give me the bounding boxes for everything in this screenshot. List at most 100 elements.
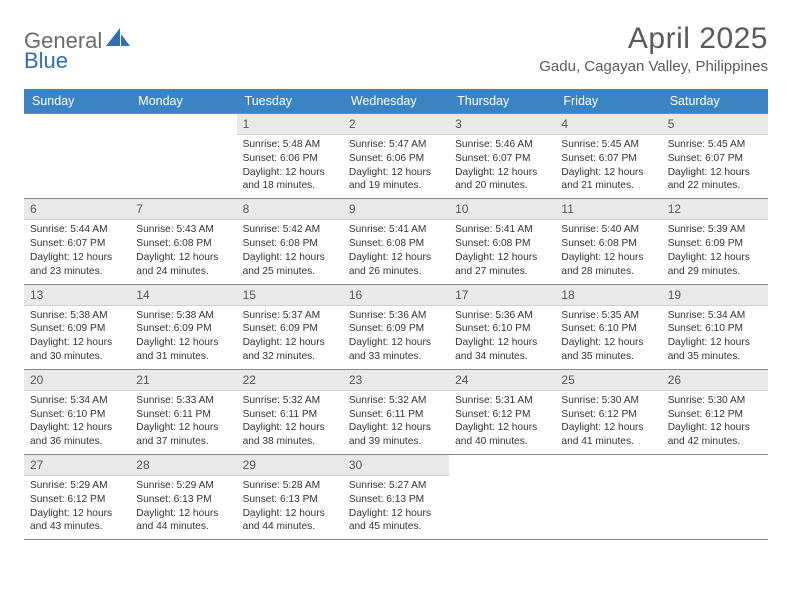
calendar-day: 17Sunrise: 5:36 AMSunset: 6:10 PMDayligh… [449,285,555,369]
sunrise-line: Sunrise: 5:35 AM [561,309,655,323]
sunset-line: Sunset: 6:12 PM [455,408,549,422]
sunrise-line: Sunrise: 5:46 AM [455,138,549,152]
day-number: 18 [555,285,661,306]
sunrise-line: Sunrise: 5:32 AM [243,394,337,408]
day-details: Sunrise: 5:32 AMSunset: 6:11 PMDaylight:… [343,391,449,454]
sunset-line: Sunset: 6:07 PM [455,152,549,166]
sunset-line: Sunset: 6:09 PM [349,322,443,336]
calendar: Sunday Monday Tuesday Wednesday Thursday… [24,89,768,540]
day-number: 12 [662,199,768,220]
calendar-day: 1 Sunrise: 5:48 AMSunset: 6:06 PMDaylight… [237,114,343,198]
daylight-line: Daylight: 12 hours and 18 minutes. [243,166,337,194]
brand-text-2: Blue [24,48,68,74]
daylight-line: Daylight: 12 hours and 44 minutes. [136,507,230,535]
sunset-line: Sunset: 6:10 PM [668,322,762,336]
daylight-line: Daylight: 12 hours and 20 minutes. [455,166,549,194]
calendar-day: 13Sunrise: 5:38 AMSunset: 6:09 PMDayligh… [24,285,130,369]
daylight-line: Daylight: 12 hours and 28 minutes. [561,251,655,279]
sunset-line: Sunset: 6:09 PM [30,322,124,336]
calendar-day: 14Sunrise: 5:38 AMSunset: 6:09 PMDayligh… [130,285,236,369]
sunrise-line: Sunrise: 5:48 AM [243,138,337,152]
day-details: Sunrise: 5:36 AMSunset: 6:09 PMDaylight:… [343,306,449,369]
calendar-day: 9Sunrise: 5:41 AMSunset: 6:08 PMDaylight… [343,199,449,283]
daylight-line: Daylight: 12 hours and 40 minutes. [455,421,549,449]
day-details: Sunrise: 5:38 AMSunset: 6:09 PMDaylight:… [130,306,236,369]
daylight-line: Daylight: 12 hours and 22 minutes. [668,166,762,194]
sunrise-line: Sunrise: 5:41 AM [455,223,549,237]
day-details: Sunrise: 5:34 AMSunset: 6:10 PMDaylight:… [662,306,768,369]
sunrise-line: Sunrise: 5:36 AM [349,309,443,323]
sunset-line: Sunset: 6:08 PM [136,237,230,251]
day-details: Sunrise: 5:36 AMSunset: 6:10 PMDaylight:… [449,306,555,369]
day-details: Sunrise: 5:28 AMSunset: 6:13 PMDaylight:… [237,476,343,539]
calendar-day: 8Sunrise: 5:42 AMSunset: 6:08 PMDaylight… [237,199,343,283]
sunset-line: Sunset: 6:07 PM [668,152,762,166]
day-number: 17 [449,285,555,306]
day-details: Sunrise: 5:34 AMSunset: 6:10 PMDaylight:… [24,391,130,454]
sunset-line: Sunset: 6:06 PM [243,152,337,166]
day-details: Sunrise: 5:33 AMSunset: 6:11 PMDaylight:… [130,391,236,454]
daylight-line: Daylight: 12 hours and 24 minutes. [136,251,230,279]
sunrise-line: Sunrise: 5:28 AM [243,479,337,493]
day-details: Sunrise: 5:29 AMSunset: 6:13 PMDaylight:… [130,476,236,539]
sunset-line: Sunset: 6:07 PM [561,152,655,166]
calendar-day: 3 Sunrise: 5:46 AMSunset: 6:07 PMDaylight… [449,114,555,198]
sunrise-line: Sunrise: 5:32 AM [349,394,443,408]
day-number: 3 [449,114,555,135]
day-number: 21 [130,370,236,391]
calendar-day: 25Sunrise: 5:30 AMSunset: 6:12 PMDayligh… [555,370,661,454]
calendar-day-empty: . [555,455,661,539]
calendar-day: 22Sunrise: 5:32 AMSunset: 6:11 PMDayligh… [237,370,343,454]
day-number: 9 [343,199,449,220]
day-number: 1 [237,114,343,135]
calendar-day: 2Sunrise: 5:47 AMSunset: 6:06 PMDaylight… [343,114,449,198]
day-details: Sunrise: 5:29 AMSunset: 6:12 PMDaylight:… [24,476,130,539]
sunrise-line: Sunrise: 5:27 AM [349,479,443,493]
day-details: Sunrise: 5:44 AMSunset: 6:07 PMDaylight:… [24,220,130,283]
sunset-line: Sunset: 6:12 PM [30,493,124,507]
calendar-day: 16Sunrise: 5:36 AMSunset: 6:09 PMDayligh… [343,285,449,369]
sunset-line: Sunset: 6:11 PM [243,408,337,422]
calendar-day: 23Sunrise: 5:32 AMSunset: 6:11 PMDayligh… [343,370,449,454]
day-details: Sunrise: 5:32 AMSunset: 6:11 PMDaylight:… [237,391,343,454]
day-details: Sunrise: 5:38 AMSunset: 6:09 PMDaylight:… [24,306,130,369]
day-number: 20 [24,370,130,391]
day-number: 5 [662,114,768,135]
sunset-line: Sunset: 6:10 PM [561,322,655,336]
sunrise-line: Sunrise: 5:38 AM [136,309,230,323]
day-number: 25 [555,370,661,391]
daylight-line: Daylight: 12 hours and 45 minutes. [349,507,443,535]
daylight-line: Daylight: 12 hours and 25 minutes. [243,251,337,279]
sunset-line: Sunset: 6:12 PM [561,408,655,422]
calendar-day: 26Sunrise: 5:30 AMSunset: 6:12 PMDayligh… [662,370,768,454]
daylight-line: Daylight: 12 hours and 27 minutes. [455,251,549,279]
sunset-line: Sunset: 6:10 PM [455,322,549,336]
header: General April 2025 Gadu, Cagayan Valley,… [24,22,768,75]
sunset-line: Sunset: 6:07 PM [30,237,124,251]
daylight-line: Daylight: 12 hours and 37 minutes. [136,421,230,449]
sunrise-line: Sunrise: 5:36 AM [455,309,549,323]
daylight-line: Daylight: 12 hours and 33 minutes. [349,336,443,364]
daylight-line: Daylight: 12 hours and 36 minutes. [30,421,124,449]
col-sunday: Sunday [24,89,130,113]
calendar-week: 27Sunrise: 5:29 AMSunset: 6:12 PMDayligh… [24,455,768,540]
sunrise-line: Sunrise: 5:34 AM [668,309,762,323]
sunrise-line: Sunrise: 5:44 AM [30,223,124,237]
calendar-day: 12Sunrise: 5:39 AMSunset: 6:09 PMDayligh… [662,199,768,283]
weekday-header: Sunday Monday Tuesday Wednesday Thursday… [24,89,768,113]
calendar-day: 6Sunrise: 5:44 AMSunset: 6:07 PMDaylight… [24,199,130,283]
daylight-line: Daylight: 12 hours and 44 minutes. [243,507,337,535]
day-number: 16 [343,285,449,306]
col-monday: Monday [130,89,236,113]
calendar-day: 18Sunrise: 5:35 AMSunset: 6:10 PMDayligh… [555,285,661,369]
day-number: 14 [130,285,236,306]
col-friday: Friday [555,89,661,113]
calendar-day: 11Sunrise: 5:40 AMSunset: 6:08 PMDayligh… [555,199,661,283]
day-details: Sunrise: 5:30 AMSunset: 6:12 PMDaylight:… [662,391,768,454]
day-details: Sunrise: 5:47 AMSunset: 6:06 PMDaylight:… [343,135,449,198]
col-wednesday: Wednesday [343,89,449,113]
daylight-line: Daylight: 12 hours and 42 minutes. [668,421,762,449]
day-number: 13 [24,285,130,306]
daylight-line: Daylight: 12 hours and 30 minutes. [30,336,124,364]
sunset-line: Sunset: 6:12 PM [668,408,762,422]
